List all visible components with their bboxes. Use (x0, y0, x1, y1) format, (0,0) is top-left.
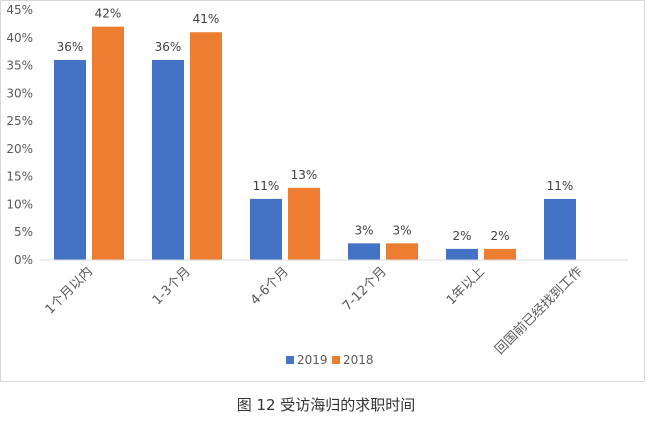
legend-swatch (332, 356, 340, 364)
x-axis: 1个月以内 1-3个月 4-6个月 7-12个月 1年以上 回国前已经找到工作 (40, 259, 628, 358)
bar-2018-3 (386, 243, 418, 260)
bar-2019-5 (544, 198, 576, 260)
bar-2018-0 (92, 26, 124, 260)
legend-label: 2018 (343, 353, 374, 367)
data-label: 36% (155, 40, 182, 54)
bar-2019-3 (348, 243, 380, 260)
chart-frame (0, 0, 645, 382)
data-label: 2% (452, 229, 471, 243)
y-tick-label: 0% (14, 253, 33, 267)
bar-2019-2 (250, 198, 282, 260)
bars (54, 26, 576, 260)
bar-2018-1 (190, 32, 222, 260)
y-tick-label: 20% (6, 142, 33, 156)
bar-2018-2 (288, 187, 320, 260)
data-label: 42% (95, 7, 122, 21)
data-label: 2% (490, 229, 509, 243)
legend: 2019 2018 (286, 353, 374, 367)
y-tick-label: 40% (6, 31, 33, 45)
data-label: 13% (291, 168, 318, 182)
x-tick-label: 1-3个月 (150, 264, 194, 308)
y-tick-label: 10% (6, 197, 33, 211)
y-tick-label: 5% (14, 225, 33, 239)
data-label: 3% (354, 223, 373, 237)
data-label: 11% (547, 179, 574, 193)
x-tick-label: 1年以上 (444, 264, 488, 308)
bar-2018-4 (484, 248, 516, 260)
y-tick-label: 25% (6, 114, 33, 128)
y-tick-label: 35% (6, 59, 33, 73)
data-label: 36% (57, 40, 84, 54)
data-label: 41% (193, 12, 220, 26)
x-tick-label: 回国前已经找到工作 (492, 264, 586, 358)
value-labels: 36% 42% 36% 41% 11% 13% 3% 3% 2% 2% 11% (57, 7, 574, 243)
data-label: 3% (392, 223, 411, 237)
x-tick-label: 4-6个月 (248, 264, 292, 308)
y-tick-label: 30% (6, 86, 33, 100)
bar-2019-0 (54, 60, 86, 260)
y-axis: 0% 5% 10% 15% 20% 25% 30% 35% 40% 45% (6, 3, 33, 267)
y-tick-label: 45% (6, 3, 33, 17)
bar-chart: 0% 5% 10% 15% 20% 25% 30% 35% 40% 45% 36% 42% 36% 41… (6, 3, 628, 367)
bar-2019-1 (152, 60, 184, 260)
data-label: 11% (253, 179, 280, 193)
y-tick-label: 15% (6, 170, 33, 184)
x-tick-label: 1个月以内 (42, 264, 96, 318)
x-tick-label: 7-12个月 (340, 264, 390, 314)
legend-swatch (286, 356, 294, 364)
legend-label: 2019 (297, 353, 328, 367)
figure-caption: 图 12 受访海归的求职时间 (236, 396, 416, 414)
bar-2019-4 (446, 248, 478, 260)
